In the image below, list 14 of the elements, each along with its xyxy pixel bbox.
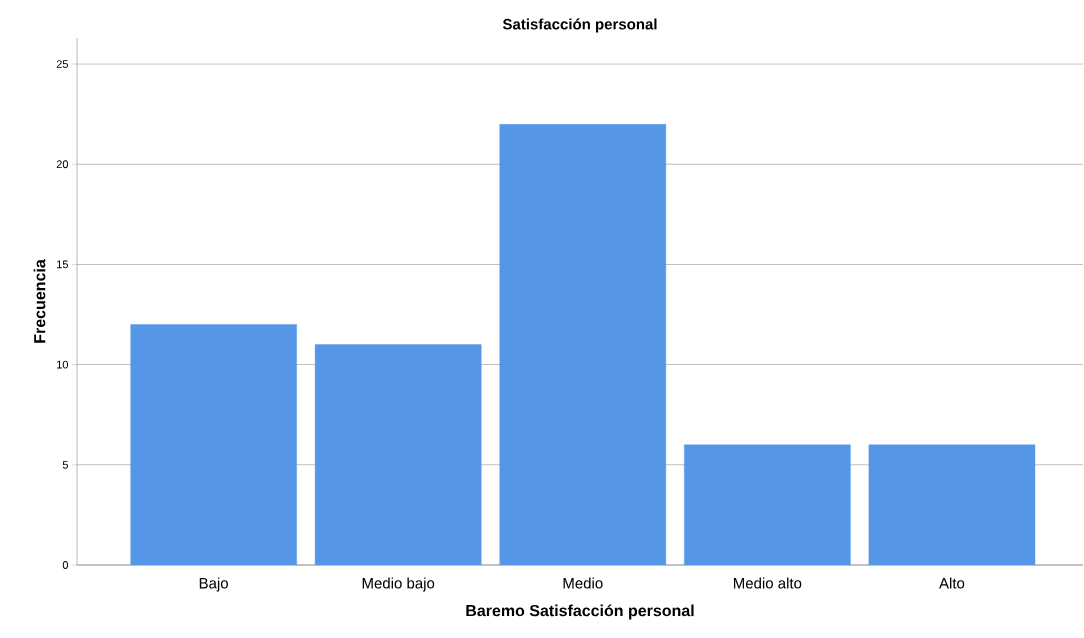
y-tick-label: 5 [62,460,68,469]
y-tick-label: 10 [57,360,69,369]
x-tick-label: Alto [939,577,965,589]
y-tick-label: 20 [56,160,69,169]
x-tick-label: Medio alto [733,577,802,589]
y-tick-label: 15 [57,260,68,269]
y-tick-label: 25 [56,60,68,68]
x-tick-label: Bajo [199,577,228,592]
y-tick-label: 0 [62,561,69,569]
x-tick-label: Medio bajo [362,577,435,592]
x-tick-label: Medio [563,577,603,589]
x-axis-title: Baremo Satisfacción personal [466,604,694,620]
chart-title: Satisfacción personal [502,18,657,33]
y-axis-title: Frecuencia [33,259,46,343]
